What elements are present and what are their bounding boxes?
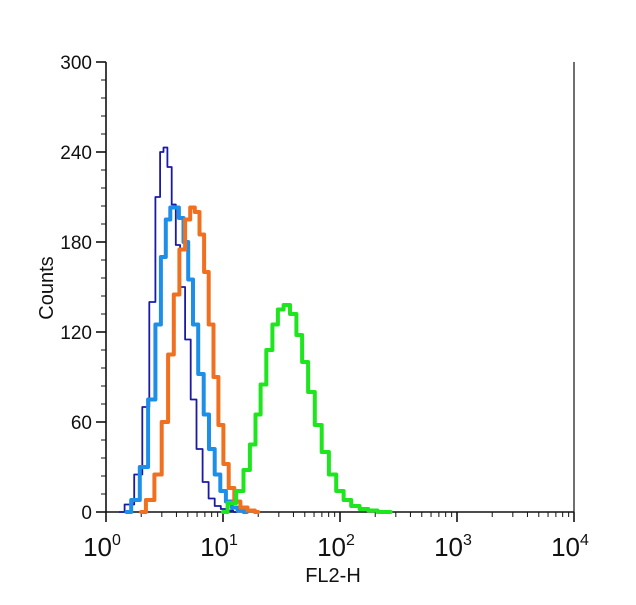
y-tick-label: 120 [60, 323, 92, 344]
x-tick-base: 10 [83, 532, 112, 562]
y-axis-title: Counts [36, 256, 58, 319]
y-tick-label: 300 [60, 53, 92, 74]
series-line-3 [221, 303, 393, 514]
x-tick-exponent: 3 [463, 532, 472, 549]
y-tick-label: 0 [81, 503, 92, 524]
series-line-0 [118, 146, 238, 513]
series-layer [118, 146, 393, 514]
x-tick-base: 10 [434, 532, 463, 562]
x-tick-base: 10 [317, 532, 346, 562]
x-tick-exponent: 1 [229, 532, 238, 549]
x-tick-label: 103 [434, 532, 472, 562]
x-tick-exponent: 2 [346, 532, 355, 549]
y-tick-label: 60 [71, 413, 92, 434]
x-tick-exponent: 0 [112, 532, 121, 549]
x-tick-base: 10 [551, 532, 580, 562]
x-axis-title: FL2-H [305, 565, 361, 587]
x-tick-exponent: 4 [580, 532, 589, 549]
y-tick-label: 240 [60, 143, 92, 164]
x-tick-base: 10 [200, 532, 229, 562]
plot-frame [105, 62, 575, 513]
x-tick-label: 101 [200, 532, 238, 562]
x-tick-label: 100 [83, 532, 121, 562]
y-ticks: 0 60 120 180 240 300 [60, 53, 106, 524]
series-line-1 [124, 205, 249, 514]
x-tick-label: 102 [317, 532, 355, 562]
x-tick-label: 104 [551, 532, 589, 562]
y-tick-label: 180 [60, 233, 92, 254]
x-ticks: 100 101 102 103 104 [83, 512, 589, 562]
